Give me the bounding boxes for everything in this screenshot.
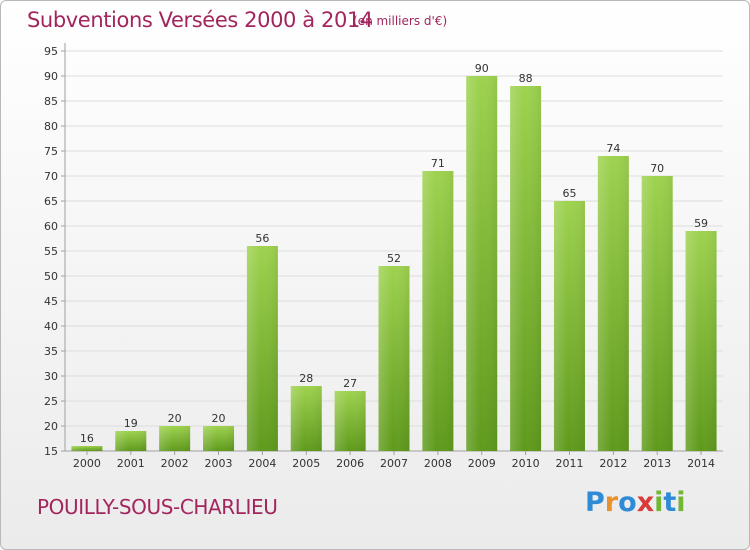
- y-tick-label: 15: [44, 445, 58, 458]
- bar-shine: [466, 76, 498, 451]
- y-tick-label: 40: [44, 320, 58, 333]
- data-label: 70: [650, 162, 664, 175]
- y-tick-label: 75: [44, 145, 58, 158]
- proxiti-logo: Proxiti: [585, 487, 686, 518]
- x-tick-label: 2013: [643, 457, 671, 470]
- data-label: 20: [212, 412, 226, 425]
- y-tick-label: 55: [44, 245, 58, 258]
- x-tick-label: 2001: [117, 457, 145, 470]
- commune-name: POUILLY-SOUS-CHARLIEU: [37, 495, 278, 519]
- bar-shine: [553, 201, 585, 451]
- data-label: 20: [168, 412, 182, 425]
- bar-shine: [510, 86, 542, 451]
- bar-shine: [71, 446, 103, 451]
- bar-shine: [422, 171, 454, 451]
- data-labels: 16 19 20 20 56 28 27 52 71 90 88 65 74 70 59: [80, 62, 708, 445]
- x-tick-label: 2014: [687, 457, 715, 470]
- bar-shine: [685, 231, 717, 451]
- data-label: 27: [343, 377, 357, 390]
- bar-shine: [203, 426, 235, 451]
- y-tick-label: 70: [44, 170, 58, 183]
- y-tick-label: 85: [44, 95, 58, 108]
- y-tick-label: 60: [44, 220, 58, 233]
- x-tick-label: 2004: [248, 457, 276, 470]
- bar-shine: [641, 176, 673, 451]
- y-tick-label: 35: [44, 345, 58, 358]
- data-label: 19: [124, 417, 138, 430]
- axes: 15 20 25 30 35 40 45 50 55 60 65 70 75 80 85 90 95 2000 20…: [44, 43, 723, 470]
- x-tick-label: 2011: [555, 457, 583, 470]
- y-tick-label: 30: [44, 370, 58, 383]
- data-label: 90: [475, 62, 489, 75]
- data-label: 65: [562, 187, 576, 200]
- x-tick-label: 2012: [599, 457, 627, 470]
- y-tick-label: 80: [44, 120, 58, 133]
- y-tick-label: 20: [44, 420, 58, 433]
- y-tick-label: 25: [44, 395, 58, 408]
- x-tick-label: 2006: [336, 457, 364, 470]
- x-tick-label: 2003: [205, 457, 233, 470]
- bar-shine: [115, 431, 147, 451]
- bar-shine: [159, 426, 191, 451]
- x-tick-label: 2008: [424, 457, 452, 470]
- y-tick-label: 45: [44, 295, 58, 308]
- y-tick-label: 90: [44, 70, 58, 83]
- data-label: 71: [431, 157, 445, 170]
- data-label: 74: [606, 142, 620, 155]
- bar-shine: [246, 246, 278, 451]
- data-label: 88: [519, 72, 533, 85]
- bar-shine: [290, 386, 322, 451]
- y-tick-label: 95: [44, 45, 58, 58]
- x-tick-label: 2005: [292, 457, 320, 470]
- chart-title: Subventions Versées 2000 à 2014: [27, 8, 373, 32]
- data-label: 56: [255, 232, 269, 245]
- data-label: 52: [387, 252, 401, 265]
- x-tick-label: 2007: [380, 457, 408, 470]
- bar-shine: [597, 156, 629, 451]
- chart-unit: (en milliers d'€): [353, 14, 448, 28]
- x-tick-label: 2009: [468, 457, 496, 470]
- bars: [71, 76, 717, 451]
- x-tick-label: 2000: [73, 457, 101, 470]
- x-tick-label: 2002: [161, 457, 189, 470]
- bar-shine: [378, 266, 410, 451]
- y-tick-label: 65: [44, 195, 58, 208]
- bar-shine: [334, 391, 366, 451]
- data-label: 28: [299, 372, 313, 385]
- data-label: 16: [80, 432, 94, 445]
- y-tick-label: 50: [44, 270, 58, 283]
- data-label: 59: [694, 217, 708, 230]
- x-tick-label: 2010: [512, 457, 540, 470]
